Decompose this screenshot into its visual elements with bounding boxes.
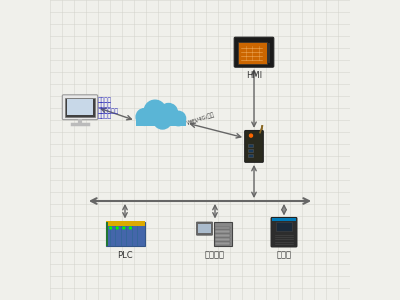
Circle shape [130,227,131,229]
Circle shape [154,111,172,129]
FancyBboxPatch shape [272,218,296,221]
FancyBboxPatch shape [245,130,263,162]
FancyBboxPatch shape [267,43,270,63]
Circle shape [110,227,112,229]
FancyBboxPatch shape [196,222,213,235]
FancyBboxPatch shape [214,222,232,246]
Text: 远程调试: 远程调试 [98,103,112,109]
Text: HMI: HMI [246,71,262,80]
FancyBboxPatch shape [276,222,292,231]
FancyBboxPatch shape [234,37,274,67]
Circle shape [144,100,166,122]
FancyBboxPatch shape [238,42,267,64]
Text: WiFi/4G/有线: WiFi/4G/有线 [186,112,216,126]
Text: PLC: PLC [117,251,133,260]
FancyBboxPatch shape [215,226,230,229]
Circle shape [171,111,186,126]
FancyBboxPatch shape [215,234,230,237]
FancyBboxPatch shape [248,149,253,152]
FancyBboxPatch shape [106,222,144,246]
FancyBboxPatch shape [215,238,230,241]
Circle shape [123,227,125,229]
Text: 程序上传下载: 程序上传下载 [98,108,119,114]
FancyBboxPatch shape [248,144,253,147]
Circle shape [116,227,118,229]
FancyBboxPatch shape [106,222,108,246]
FancyBboxPatch shape [65,98,95,117]
Circle shape [250,134,252,137]
FancyBboxPatch shape [106,221,144,226]
FancyBboxPatch shape [248,154,253,157]
FancyBboxPatch shape [215,242,230,245]
Circle shape [136,109,153,125]
FancyBboxPatch shape [62,95,98,120]
FancyBboxPatch shape [136,117,186,126]
Text: 远程监控: 远程监控 [98,114,112,119]
FancyBboxPatch shape [198,224,211,233]
Circle shape [160,103,178,122]
Text: 变频器: 变频器 [276,251,292,260]
Text: 远程编程: 远程编程 [98,98,112,103]
FancyBboxPatch shape [67,99,93,115]
FancyBboxPatch shape [271,218,297,247]
Text: 控制系统: 控制系统 [205,251,225,260]
FancyBboxPatch shape [215,230,230,233]
